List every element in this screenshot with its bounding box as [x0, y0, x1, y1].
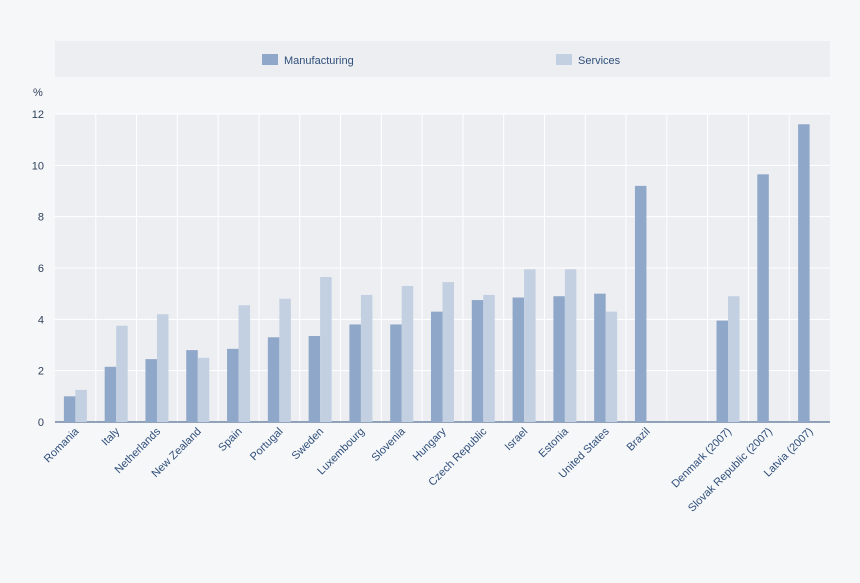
- bar-manufacturing: [104, 366, 117, 422]
- bar-services: [605, 311, 618, 422]
- bar-manufacturing: [267, 337, 280, 422]
- bar-services: [320, 276, 332, 422]
- bar-manufacturing: [512, 297, 525, 422]
- legend-label-services: Services: [578, 55, 621, 67]
- x-tick-label: Estonia: [537, 425, 572, 460]
- x-tick-label: Brazil: [625, 426, 653, 454]
- bar-services: [483, 294, 495, 422]
- bar-services: [156, 314, 169, 422]
- bar-manufacturing: [431, 311, 443, 422]
- y-tick-label: 0: [38, 417, 44, 429]
- bar-manufacturing: [63, 396, 76, 422]
- bar-manufacturing: [186, 350, 198, 422]
- bar-manufacturing: [716, 320, 729, 422]
- y-tick-label: 12: [32, 109, 44, 121]
- y-axis-label: %: [33, 87, 43, 99]
- grid: [55, 113, 830, 423]
- bar-services: [524, 269, 536, 422]
- y-axis: 0 2 4 6 8 10 12: [32, 109, 44, 429]
- bar-services: [116, 325, 128, 422]
- bar-services: [401, 285, 414, 422]
- x-tick-label: Hungary: [411, 425, 449, 463]
- bar-manufacturing: [798, 124, 810, 423]
- bar-services: [279, 298, 291, 422]
- y-tick-label: 8: [38, 212, 44, 224]
- x-tick-label: Sweden: [290, 426, 327, 463]
- bars: [63, 124, 810, 423]
- bar-manufacturing: [390, 324, 402, 422]
- bar-manufacturing: [757, 174, 769, 422]
- legend: Manufacturing Services: [262, 54, 621, 67]
- legend-box: [55, 41, 830, 77]
- x-tick-label: Israel: [503, 426, 531, 454]
- x-tick-label: Portugal: [248, 426, 285, 463]
- bar-services: [442, 282, 454, 422]
- bar-services: [238, 305, 251, 422]
- bar-manufacturing: [227, 348, 239, 422]
- bar-manufacturing: [145, 359, 157, 422]
- bar-manufacturing: [594, 293, 606, 422]
- bar-services: [728, 296, 740, 422]
- bar-manufacturing: [553, 296, 565, 422]
- x-tick-label: Spain: [216, 426, 244, 454]
- y-tick-label: 4: [38, 314, 44, 326]
- bar-manufacturing: [634, 185, 647, 422]
- x-tick-label: Romania: [42, 425, 82, 465]
- x-tick-label: Slovenia: [370, 425, 409, 464]
- y-tick-label: 2: [38, 366, 44, 378]
- bar-manufacturing: [471, 300, 484, 422]
- bar-services: [197, 357, 210, 422]
- legend-label-manufacturing: Manufacturing: [284, 55, 354, 67]
- bar-services: [360, 294, 373, 422]
- bar-manufacturing: [349, 324, 361, 422]
- x-tick-label: Italy: [100, 425, 123, 448]
- legend-swatch-manufacturing: [262, 54, 278, 65]
- y-tick-label: 6: [38, 263, 44, 275]
- bar-manufacturing: [308, 336, 321, 422]
- y-tick-label: 10: [32, 160, 44, 172]
- legend-swatch-services: [556, 54, 572, 65]
- bar-services: [75, 389, 87, 422]
- bar-services: [564, 269, 577, 422]
